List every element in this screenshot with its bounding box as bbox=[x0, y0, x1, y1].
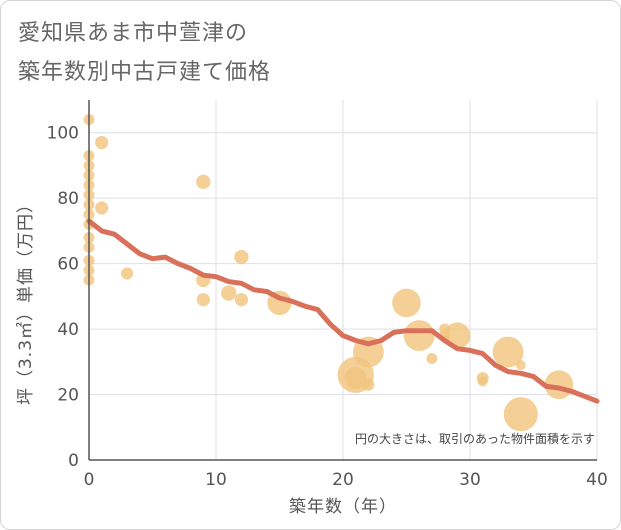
x-tick-label: 0 bbox=[84, 470, 95, 490]
x-axis-label: 築年数（年） bbox=[289, 497, 397, 517]
bubble-layer bbox=[83, 114, 574, 432]
bubble-point bbox=[344, 367, 367, 390]
axes: 0 10 20 30 40 0 20 40 60 80 100 bbox=[47, 100, 608, 490]
y-tick-label: 0 bbox=[68, 451, 79, 471]
chart-title-line1: 愛知県あま市中萱津の bbox=[18, 21, 249, 46]
bubble-point bbox=[121, 267, 134, 280]
trend-line bbox=[86, 218, 600, 404]
bubble-size-note: 円の大きさは、取引のあった物件面積を示す bbox=[355, 431, 595, 446]
bubble-point bbox=[95, 201, 109, 215]
bubble-point bbox=[403, 320, 435, 352]
x-tick-label: 40 bbox=[586, 470, 608, 490]
bubble-point bbox=[196, 174, 211, 189]
bubble-point bbox=[221, 285, 237, 301]
bubble-point bbox=[95, 135, 109, 150]
bubble-point bbox=[492, 336, 524, 368]
bubble-point bbox=[362, 378, 375, 391]
x-tick-label: 10 bbox=[205, 470, 227, 490]
bubble-point bbox=[196, 293, 210, 307]
y-tick-label: 40 bbox=[57, 320, 79, 340]
bubble-point bbox=[234, 293, 248, 307]
bubble-point bbox=[426, 353, 438, 365]
bubble-point bbox=[477, 376, 488, 387]
y-axis-label: 坪（3.3㎡）単価（万円） bbox=[16, 195, 36, 405]
y-tick-label: 60 bbox=[57, 255, 79, 275]
bubble-point bbox=[503, 397, 538, 432]
y-tick-label: 20 bbox=[57, 386, 79, 406]
y-tick-label: 100 bbox=[47, 124, 79, 144]
bubble-point bbox=[234, 249, 249, 265]
chart-title-line2: 築年数別中古戸建て価格 bbox=[18, 60, 272, 85]
x-tick-label: 30 bbox=[459, 470, 481, 490]
y-tick-label: 80 bbox=[57, 189, 79, 209]
bubble-point bbox=[392, 288, 421, 318]
bubble-point bbox=[515, 360, 526, 371]
x-tick-label: 20 bbox=[332, 470, 354, 490]
